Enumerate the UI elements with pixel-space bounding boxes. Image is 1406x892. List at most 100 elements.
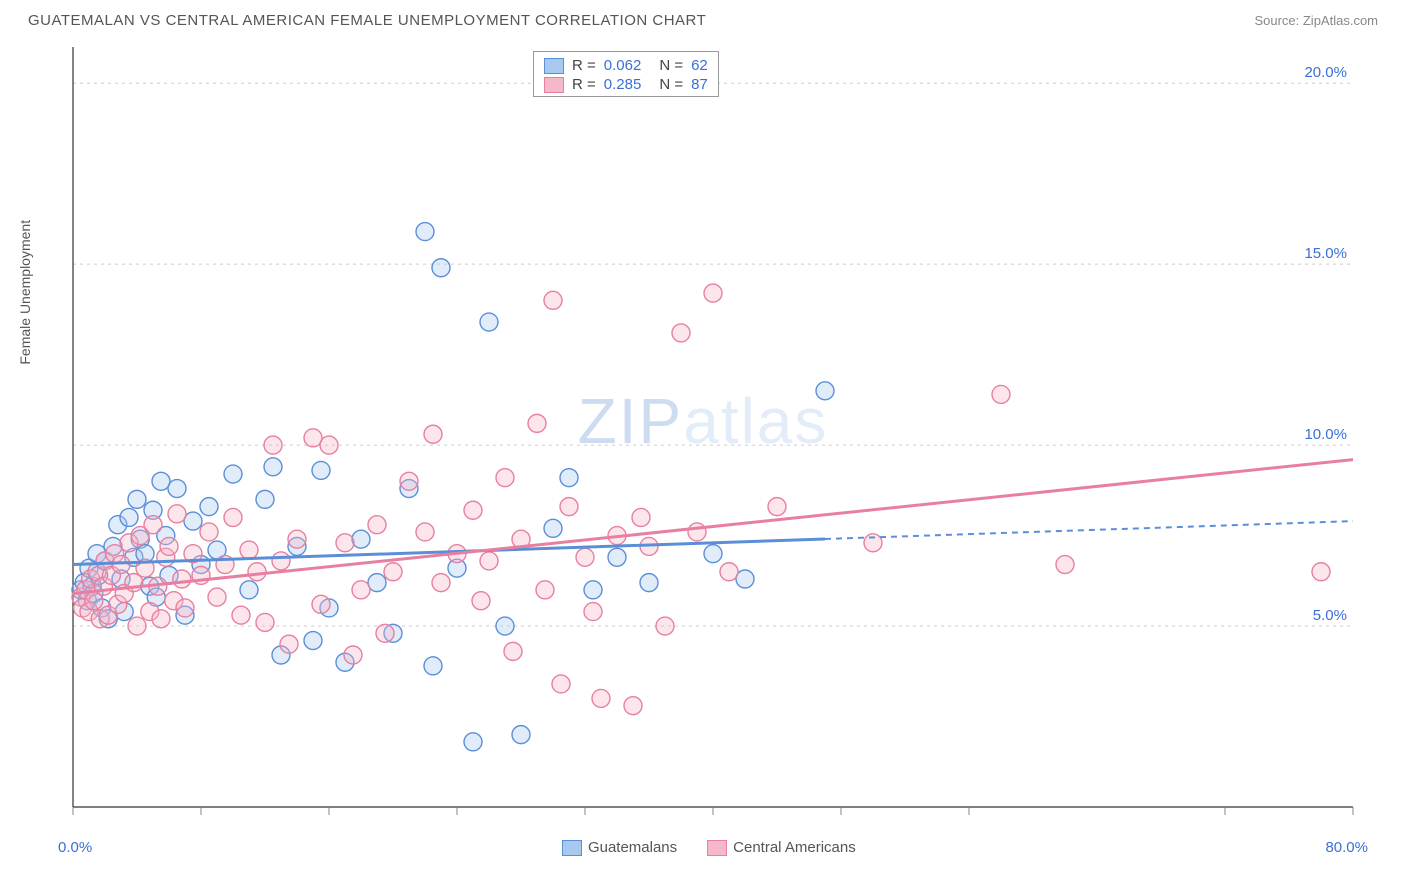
central_americans-point xyxy=(528,414,546,432)
guatemalans-point xyxy=(608,548,626,566)
central_americans-point xyxy=(176,599,194,617)
swatch-icon xyxy=(707,840,727,856)
guatemalans-point xyxy=(128,490,146,508)
stats-legend-box: R =0.062N =62R =0.285N =87 xyxy=(533,51,719,97)
guatemalans-point xyxy=(736,570,754,588)
guatemalans-point xyxy=(168,480,186,498)
central_americans-point xyxy=(552,675,570,693)
guatemalans-point xyxy=(424,657,442,675)
n-value: 62 xyxy=(691,57,708,74)
source-attribution: Source: ZipAtlas.com xyxy=(1254,13,1378,28)
guatemalans-point xyxy=(640,574,658,592)
central_americans-point xyxy=(256,613,274,631)
svg-text:10.0%: 10.0% xyxy=(1304,426,1347,443)
central_americans-point xyxy=(272,552,290,570)
guatemalans-point xyxy=(224,465,242,483)
guatemalans-point xyxy=(480,313,498,331)
guatemalans-point xyxy=(432,259,450,277)
r-label: R = xyxy=(572,76,596,93)
central_americans-point xyxy=(768,498,786,516)
guatemalans-point xyxy=(120,508,138,526)
guatemalans-point xyxy=(368,574,386,592)
central_americans-point xyxy=(504,642,522,660)
central_americans-point xyxy=(544,291,562,309)
swatch-icon xyxy=(544,58,564,74)
central_americans-point xyxy=(472,592,490,610)
central_americans-point xyxy=(672,324,690,342)
central_americans-point xyxy=(400,472,418,490)
central_americans-point xyxy=(128,617,146,635)
guatemalans-point xyxy=(200,498,218,516)
chart-container: Female Unemployment ZIPatlas 5.0%10.0%15… xyxy=(23,37,1383,837)
guatemalans-point xyxy=(152,472,170,490)
central_americans-point xyxy=(248,563,266,581)
central_americans-point xyxy=(304,429,322,447)
swatch-icon xyxy=(562,840,582,856)
guatemalans-point xyxy=(184,512,202,530)
legend-label: Central Americans xyxy=(733,839,856,856)
guatemalans-point xyxy=(544,519,562,537)
y-axis-label: Female Unemployment xyxy=(17,220,33,365)
r-value: 0.062 xyxy=(604,57,642,74)
central_americans-point xyxy=(312,595,330,613)
central_americans-point xyxy=(1312,563,1330,581)
central_americans-point xyxy=(344,646,362,664)
central_americans-point xyxy=(632,508,650,526)
central_americans-point xyxy=(352,581,370,599)
svg-text:5.0%: 5.0% xyxy=(1313,607,1347,624)
central_americans-point xyxy=(208,588,226,606)
guatemalans-point xyxy=(496,617,514,635)
guatemalans-point xyxy=(464,733,482,751)
central_americans-point xyxy=(288,530,306,548)
central_americans-point xyxy=(368,516,386,534)
central_americans-point xyxy=(480,552,498,570)
central_americans-point xyxy=(560,498,578,516)
stats-row-central_americans: R =0.285N =87 xyxy=(544,75,708,94)
bottom-axis-row: 0.0% Guatemalans Central Americans 80.0% xyxy=(8,837,1398,856)
chart-title: GUATEMALAN VS CENTRAL AMERICAN FEMALE UN… xyxy=(28,12,706,29)
guatemalans-point xyxy=(304,632,322,650)
central_americans-point xyxy=(280,635,298,653)
x-axis-start-label: 0.0% xyxy=(58,839,92,856)
central_americans-point xyxy=(384,563,402,581)
central_americans-point xyxy=(592,689,610,707)
r-label: R = xyxy=(572,57,596,74)
central_americans-point xyxy=(376,624,394,642)
central_americans-point xyxy=(464,501,482,519)
bottom-legend: Guatemalans Central Americans xyxy=(562,839,856,856)
central_americans-point xyxy=(160,537,178,555)
guatemalans-point xyxy=(416,223,434,241)
n-value: 87 xyxy=(691,76,708,93)
central_americans-point xyxy=(200,523,218,541)
guatemalans-point xyxy=(264,458,282,476)
central_americans-point xyxy=(144,516,162,534)
guatemalans-point xyxy=(352,530,370,548)
x-axis-end-label: 80.0% xyxy=(1325,839,1368,856)
n-label: N = xyxy=(659,76,683,93)
central_americans-point xyxy=(992,385,1010,403)
central_americans-point xyxy=(264,436,282,454)
guatemalans-point xyxy=(256,490,274,508)
n-label: N = xyxy=(659,57,683,74)
central_americans-point xyxy=(240,541,258,559)
guatemalans-point xyxy=(584,581,602,599)
central_americans-point xyxy=(432,574,450,592)
central_americans-point xyxy=(424,425,442,443)
legend-item-guatemalans: Guatemalans xyxy=(562,839,677,856)
central_americans-point xyxy=(536,581,554,599)
stats-row-guatemalans: R = 0.062 N = 62 xyxy=(544,56,708,75)
legend-label: Guatemalans xyxy=(588,839,677,856)
guatemalans-point xyxy=(816,382,834,400)
central_americans-point xyxy=(584,603,602,621)
central_americans-point xyxy=(624,697,642,715)
central_americans-point xyxy=(496,469,514,487)
central_americans-point xyxy=(320,436,338,454)
guatemalans-point xyxy=(240,581,258,599)
central_americans-point xyxy=(704,284,722,302)
central_americans-point xyxy=(224,508,242,526)
svg-text:20.0%: 20.0% xyxy=(1304,64,1347,81)
central_americans-point xyxy=(152,610,170,628)
scatter-chart: 5.0%10.0%15.0%20.0% xyxy=(23,37,1383,837)
central_americans-point xyxy=(336,534,354,552)
central_americans-point xyxy=(168,505,186,523)
